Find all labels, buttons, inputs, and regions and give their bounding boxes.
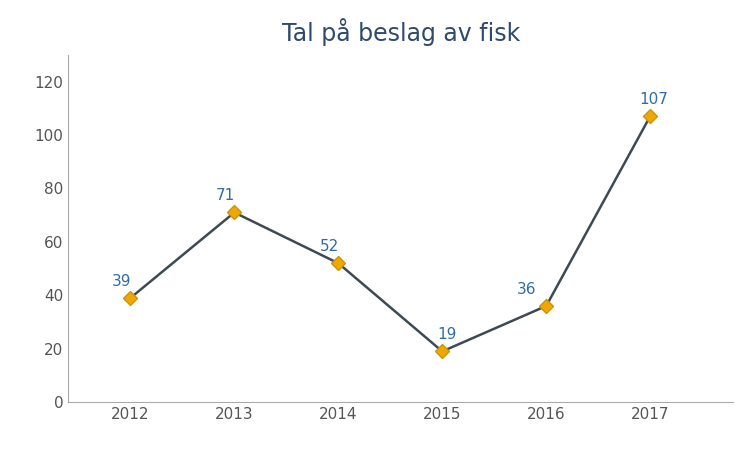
Text: 71: 71	[215, 188, 235, 203]
Text: 107: 107	[640, 92, 668, 107]
Text: 19: 19	[437, 327, 457, 342]
Text: 39: 39	[112, 274, 132, 289]
Text: 52: 52	[320, 239, 339, 254]
Text: 36: 36	[517, 282, 537, 297]
Title: Tal på beslag av fisk: Tal på beslag av fisk	[281, 18, 520, 46]
